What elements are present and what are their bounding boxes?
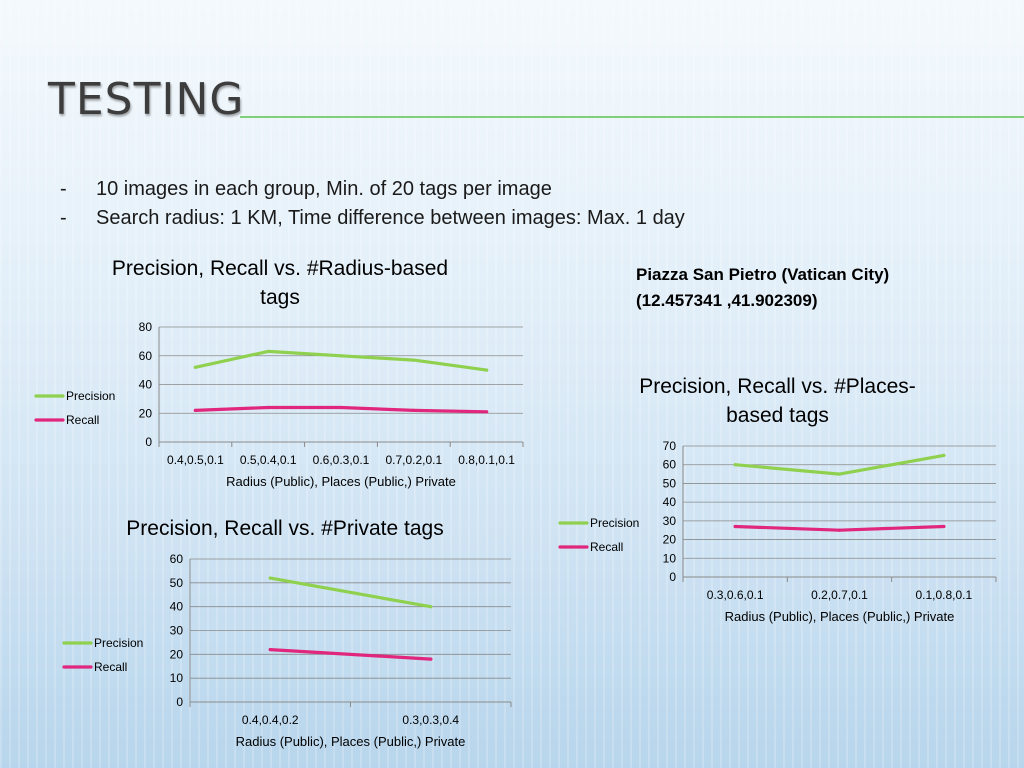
chart2-x-tick-label: 0.2,0.7,0.1 [811, 588, 868, 602]
chart1-data-point-recall [193, 408, 197, 412]
chart2-legend-label-recall: Recall [590, 540, 623, 554]
chart1-data-point-precision [485, 368, 489, 372]
chart1-title-line: Precision, Recall vs. #Radius-based [111, 257, 449, 280]
chart3-x-tick-label: 0.3,0.3,0.4 [402, 713, 459, 727]
chart3-data-point-precision [268, 576, 272, 580]
chart1-data-point-recall [266, 405, 270, 410]
chart3-x-axis-title: Radius (Public), Places (Public,) Privat… [236, 734, 466, 749]
chart1-x-tick-label: 0.5,0.4,0.1 [240, 453, 297, 467]
chart3-y-tick-label: 30 [170, 624, 184, 638]
chart2-legend-label-precision: Precision [590, 516, 639, 530]
chart1-legend-label-recall: Recall [66, 413, 99, 427]
chart2-y-tick-label: 10 [663, 551, 677, 565]
location-caption: Piazza San Pietro (Vatican City) (12.457… [636, 262, 889, 314]
chart1-data-point-recall [412, 408, 416, 412]
chart2-y-tick-label: 50 [663, 476, 677, 490]
location-coords: (12.457341 ,41.902309) [636, 291, 818, 310]
chart1-title: Precision, Recall vs. #Radius-based tags [80, 254, 480, 312]
chart3-y-tick-label: 40 [170, 600, 184, 614]
chart3-data-point-recall [268, 647, 272, 652]
chart1-x-axis-title: Radius (Public), Places (Public,) Privat… [226, 474, 456, 489]
chart1-x-tick-label: 0.8,0.1,0.1 [458, 453, 515, 467]
bullet-text: Search radius: 1 KM, Time difference bet… [96, 207, 685, 229]
chart2-data-point-recall [942, 524, 946, 529]
chart1-data-point-recall [339, 405, 343, 410]
chart1-x-tick-label: 0.6,0.3,0.1 [313, 453, 370, 467]
chart2-y-tick-label: 20 [663, 533, 677, 547]
chart3-y-tick-label: 10 [170, 671, 184, 685]
bullet-marker: - [60, 207, 67, 229]
chart1-x-tick-label: 0.4,0.5,0.1 [167, 453, 224, 467]
chart1-y-tick-label: 0 [145, 435, 152, 449]
chart1-y-tick-label: 20 [139, 406, 153, 420]
chart2-y-tick-label: 0 [669, 570, 676, 584]
chart1-data-point-recall [485, 410, 489, 414]
chart2-title-line: based tags [726, 404, 829, 427]
chart3-y-tick-label: 0 [176, 695, 183, 709]
location-name: Piazza San Pietro (Vatican City) [636, 265, 890, 284]
chart2-data-point-recall [733, 524, 737, 529]
chart3-legend-label-recall: Recall [94, 660, 127, 674]
chart2-y-tick-label: 70 [663, 439, 677, 453]
bullet-item: - Search radius: 1 KM, Time difference be… [60, 204, 685, 233]
chart1-title-line: tags [260, 286, 300, 309]
chart2-title-line: Precision, Recall vs. #Places- [639, 375, 916, 398]
chart3-data-point-precision [429, 605, 433, 609]
chart3-title: Precision, Recall vs. #Private tags [85, 514, 485, 543]
chart3-y-tick-label: 60 [170, 552, 184, 566]
chart2-data-point-precision [942, 453, 946, 457]
chart2-x-tick-label: 0.1,0.8,0.1 [915, 588, 972, 602]
chart3-series-line-recall [268, 647, 433, 661]
chart3-title-line: Precision, Recall vs. #Private tags [126, 517, 444, 540]
chart1-y-tick-label: 80 [139, 320, 153, 334]
chart2-x-tick-label: 0.3,0.6,0.1 [707, 588, 764, 602]
chart1-y-tick-label: 40 [139, 378, 153, 392]
chart1-y-tick-label: 60 [139, 349, 153, 363]
chart2-y-tick-label: 30 [663, 514, 677, 528]
title-rule [240, 116, 1024, 118]
chart2-y-tick-label: 60 [663, 458, 677, 472]
chart2-title: Precision, Recall vs. #Places- based tag… [600, 372, 955, 430]
chart1-data-point-precision [412, 358, 416, 362]
chart1-legend-label-precision: Precision [66, 389, 115, 403]
chart1-data-point-precision [339, 354, 343, 358]
bullet-item: - 10 images in each group, Min. of 20 tag… [60, 175, 685, 204]
slide-title: Testing [48, 74, 245, 125]
chart3-series-line-precision [268, 576, 433, 609]
chart3-y-tick-label: 50 [170, 576, 184, 590]
chart3-data-point-recall [429, 657, 433, 661]
chart2-data-point-precision [837, 472, 842, 476]
chart1-x-tick-label: 0.7,0.2,0.1 [385, 453, 442, 467]
chart1-data-point-precision [193, 365, 197, 369]
chart2-data-point-recall [837, 528, 842, 532]
chart3-y-tick-label: 20 [170, 647, 184, 661]
bullet-marker: - [60, 178, 67, 200]
chart3-legend-label-precision: Precision [94, 636, 143, 650]
bullet-list: - 10 images in each group, Min. of 20 tag… [60, 175, 685, 233]
chart3-x-tick-label: 0.4,0.4,0.2 [242, 713, 299, 727]
chart2-x-axis-title: Radius (Public), Places (Public,) Privat… [725, 609, 955, 624]
chart2-data-point-precision [733, 463, 737, 467]
chart2-y-tick-label: 40 [663, 495, 677, 509]
bullet-text: 10 images in each group, Min. of 20 tags… [96, 178, 552, 200]
chart1-data-point-precision [266, 349, 270, 354]
